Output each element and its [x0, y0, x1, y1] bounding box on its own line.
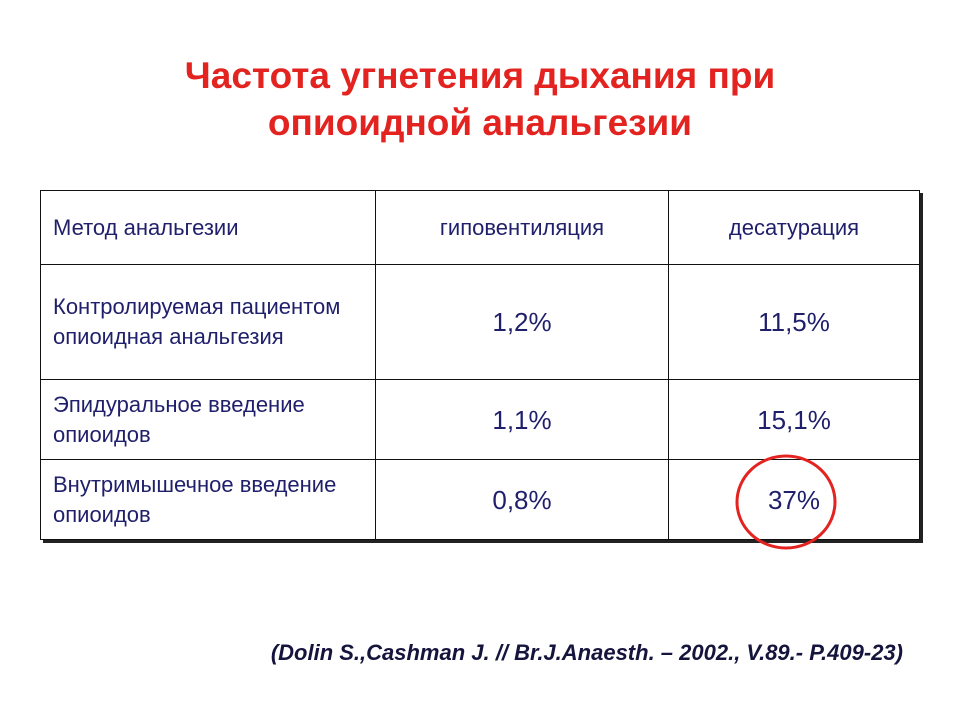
header-row: Метод анальгезии гиповентиляция десатура…: [40, 190, 920, 265]
cell: Внутримышечное введение опиоидов: [40, 459, 376, 540]
citation: (Dolin S.,Cashman J. // Br.J.Anaesth. – …: [270, 640, 903, 665]
title-line: опиоидной анальгезии: [267, 102, 693, 143]
cell: 37%: [668, 459, 920, 540]
header-cell: гиповентиляция: [375, 190, 669, 265]
header-cell: Метод анальгезии: [40, 190, 376, 265]
cell: 1,2%: [375, 264, 669, 380]
cell: Контролируемая пациентом опиоидная аналь…: [40, 264, 376, 380]
data-table: Метод анальгезии гиповентиляция десатура…: [40, 190, 920, 540]
cell: 1,1%: [375, 379, 669, 460]
table-row: Внутримышечное введение опиоидов 0,8% 37…: [40, 459, 920, 540]
cell: 11,5%: [668, 264, 920, 380]
title-line: Частота угнетения дыхания при: [184, 55, 776, 96]
table-row: Эпидуральное введение опиоидов 1,1% 15,1…: [40, 379, 920, 460]
cell: 15,1%: [668, 379, 920, 460]
header-cell: десатурация: [668, 190, 920, 265]
cell: 0,8%: [375, 459, 669, 540]
cell: Эпидуральное введение опиоидов: [40, 379, 376, 460]
table-row: Контролируемая пациентом опиоидная аналь…: [40, 264, 920, 380]
